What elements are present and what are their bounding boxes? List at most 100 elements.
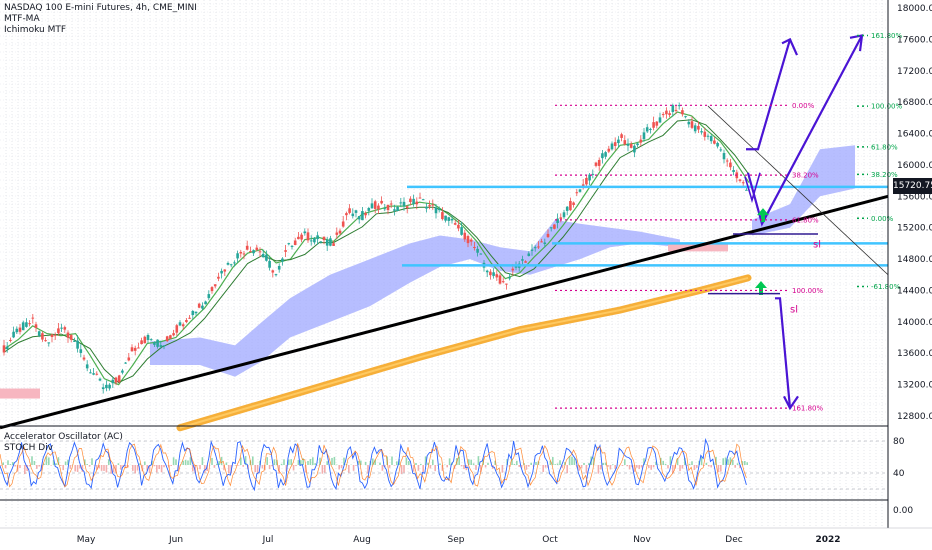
candle-body [169,335,172,339]
candle-body [271,270,275,273]
indicator-ac[interactable]: Accelerator Oscillator (AC) [4,432,123,442]
ac-bar [468,459,470,465]
indicator-stoch-div[interactable]: STOCH Div [4,443,53,453]
ac-bar [276,460,278,465]
ac-bar [64,461,67,465]
candle-body [601,153,604,159]
candle-body [156,339,159,347]
ac-bar [290,459,292,465]
ac-bar [300,460,302,465]
ac-bar [216,463,218,465]
ac-bar [223,465,225,471]
ac-bar [240,457,242,465]
ac-bar [640,465,643,468]
ac-bar [568,456,571,465]
ac-bar [9,463,12,465]
ac-bar [48,457,50,465]
ac-bar [384,465,386,468]
ac-bar [600,465,602,470]
ac-bar [736,463,739,465]
ac-bar [220,456,223,465]
candle-body [322,236,326,241]
ac-bar [422,465,424,473]
ac-bar [45,456,48,465]
candle-body [383,208,387,210]
ac-bar [722,458,724,465]
candle-body [393,209,396,211]
ac-bar [144,461,146,465]
candle-body [585,177,588,185]
ac-bar [278,465,280,474]
ac-bar [110,465,112,474]
ac-bar [744,461,746,465]
candle-body [719,149,723,151]
candle-body [130,347,134,352]
candle-body [325,239,329,246]
price-tick-label: 15600.00 [897,192,932,202]
ac-bar [139,463,141,465]
ac-bar [170,465,172,467]
candle-body [127,357,131,361]
candle-body [553,224,556,229]
candle-body [604,152,607,157]
candle-body [495,274,499,278]
ac-bar [434,465,436,472]
ac-bar [463,465,465,470]
ac-bar [256,465,259,474]
price-tick-label: 14000.00 [897,318,932,328]
candle-body [159,345,163,347]
candle-body [572,202,575,206]
ac-bar [379,462,381,465]
candle-body [351,213,355,217]
ac-bar [470,459,472,465]
ac-bar [448,458,451,465]
candle-body [687,121,691,125]
ac-bar [273,459,276,465]
candle-body [565,206,569,211]
ac-bar [211,457,213,465]
ac-bar [146,465,148,471]
ac-bar [729,457,732,465]
candle-body [447,217,451,221]
time-tick-label: Jun [168,535,183,545]
ac-bar [544,465,547,468]
ac-bar [266,457,268,465]
ac-bar [746,462,748,465]
candle-body [530,249,534,251]
ac-bar [458,456,460,465]
candle-body [402,201,406,207]
diagonal-line [707,105,889,276]
chart-title[interactable]: NASDAQ 100 E-mini Futures, 4h, CME_MINI [4,3,197,13]
indicator-mtf-ma[interactable]: MTF-MA [4,14,40,24]
candle-body [162,345,166,347]
ac-bar [192,465,194,472]
ac-bar [554,464,556,465]
arrow-small [744,172,761,204]
main-legend: NASDAQ 100 E-mini Futures, 4h, CME_MINI … [4,3,197,36]
ac-bar [252,456,254,465]
candle-body [460,227,463,235]
ac-bar [81,465,84,472]
ac-bar [556,463,559,465]
fib-levels: 0.00% 38.20% 61.80% 100.00% 161.80% 161.80% 10… [555,32,902,413]
candle-body [313,238,316,243]
ac-bar [148,465,151,474]
candle-body [681,110,684,115]
arrow-path-up-1 [746,39,792,151]
candle-body [537,246,540,248]
ac-bar [132,465,134,471]
candle-body [191,310,195,316]
ac-bar [228,465,230,474]
ac-bar [432,459,434,465]
candle-body [396,206,399,211]
cloud-red-region [0,388,40,399]
candle-body [242,253,246,255]
ac-bar [672,465,674,474]
time-tick-label: Oct [542,535,558,545]
ac-bar [472,463,475,465]
ac-bar [693,465,696,470]
indicator-ichimoku[interactable]: Ichimoku MTF [4,25,67,35]
candle-body [37,331,41,336]
ac-bar [614,465,616,469]
